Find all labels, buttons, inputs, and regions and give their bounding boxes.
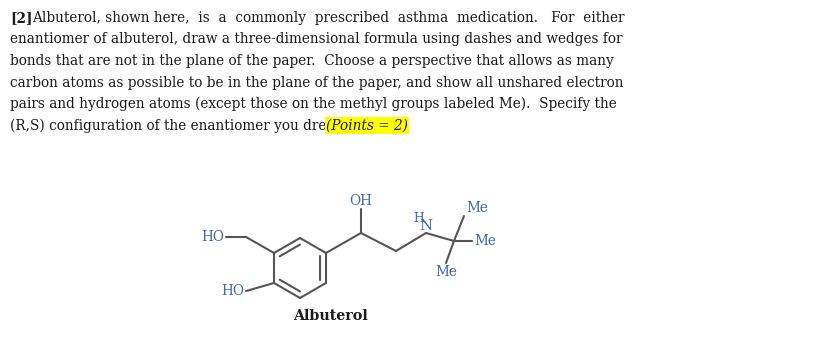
Text: enantiomer of albuterol, draw a three-dimensional formula using dashes and wedge: enantiomer of albuterol, draw a three-di… xyxy=(10,33,622,46)
Text: Albuterol, shown here,  is  a  commonly  prescribed  asthma  medication.   For  : Albuterol, shown here, is a commonly pre… xyxy=(32,11,624,25)
Text: bonds that are not in the plane of the paper.  Choose a perspective that allows : bonds that are not in the plane of the p… xyxy=(10,54,613,68)
Text: OH: OH xyxy=(349,194,372,208)
Text: HO: HO xyxy=(221,284,244,298)
Text: Me: Me xyxy=(473,234,495,248)
Text: (R,S) configuration of the enantiomer you drew.: (R,S) configuration of the enantiomer yo… xyxy=(10,118,340,133)
Text: H: H xyxy=(413,212,424,225)
Text: Me: Me xyxy=(465,201,487,215)
Text: (Points = 2): (Points = 2) xyxy=(326,118,408,132)
Text: Me: Me xyxy=(435,265,456,279)
Text: Albuterol: Albuterol xyxy=(292,309,367,323)
Text: pairs and hydrogen atoms (except those on the methyl groups labeled Me).  Specif: pairs and hydrogen atoms (except those o… xyxy=(10,97,616,111)
Text: carbon atoms as possible to be in the plane of the paper, and show all unshared : carbon atoms as possible to be in the pl… xyxy=(10,76,622,90)
Text: [2]: [2] xyxy=(10,11,33,25)
Text: HO: HO xyxy=(201,230,224,244)
Text: N: N xyxy=(419,219,432,233)
